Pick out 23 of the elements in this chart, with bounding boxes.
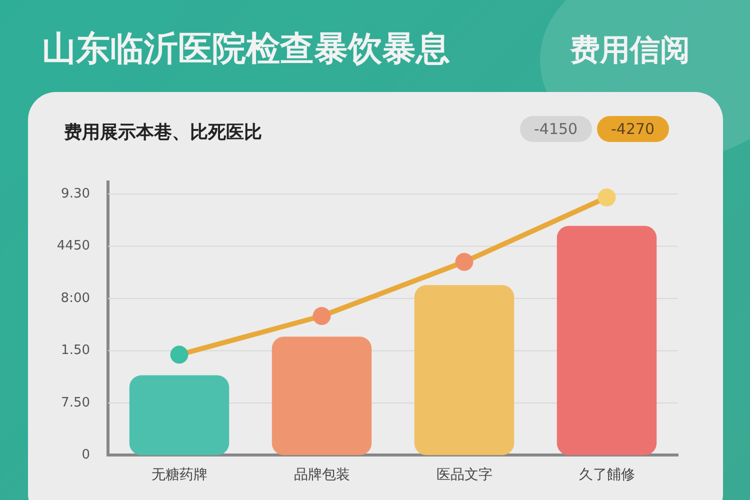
point (455, 252, 474, 271)
text: 9.30 (61, 186, 90, 202)
x-tick-label: 医品文字 (436, 467, 492, 484)
text: 费用信阅 (570, 32, 690, 70)
text: -4270 (597, 116, 669, 142)
point (312, 307, 331, 326)
bar (272, 336, 372, 456)
x-tick-label: 无糖药牌 (151, 467, 208, 484)
chart-subtitle: 费用展示本巷、比死医比 (64, 121, 262, 144)
point (598, 188, 616, 206)
text: 1.50 (61, 343, 90, 358)
text: 8:00 (60, 290, 90, 306)
bar (129, 375, 230, 456)
text: -4150 (520, 116, 592, 142)
point (170, 346, 188, 364)
x-tick-label: 久了餔修 (578, 467, 635, 484)
text: 7.50 (61, 395, 90, 410)
bar (414, 285, 514, 456)
chart-title: 山东临沂医院检查暴饮暴息 (42, 28, 450, 71)
bar (556, 226, 657, 456)
text: 4450 (56, 238, 90, 254)
text: 0 (82, 448, 90, 463)
x-tick-label: 品牌包装 (294, 467, 350, 484)
